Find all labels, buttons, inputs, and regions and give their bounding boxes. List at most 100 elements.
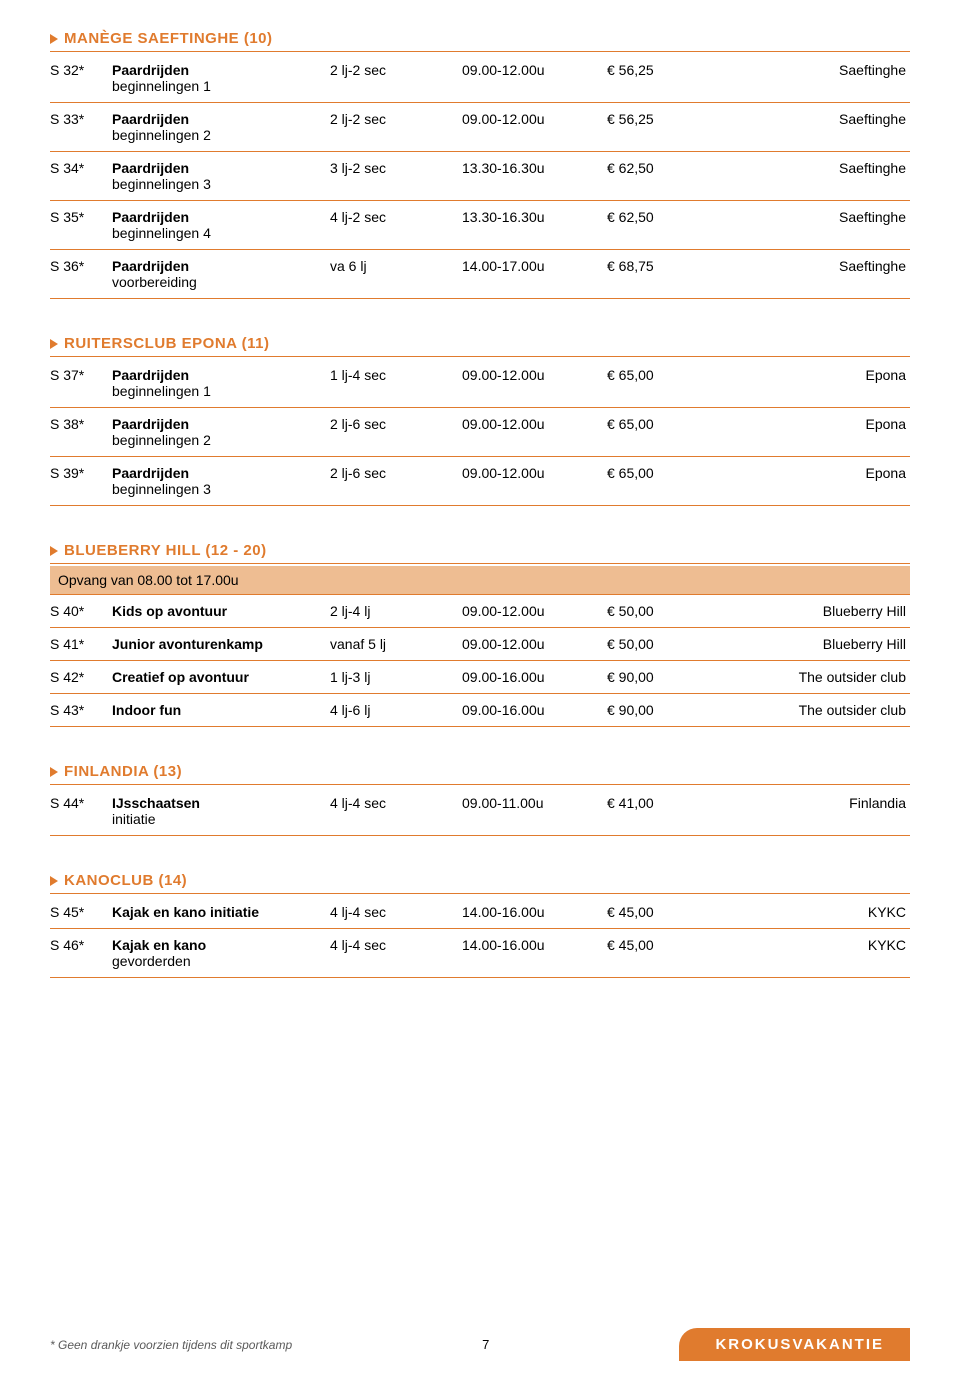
row-location: Saeftinghe xyxy=(692,103,910,152)
row-age: 4 lj-4 sec xyxy=(330,929,462,978)
activity-sub: beginnelingen 1 xyxy=(112,383,326,399)
table-row: S 40*Kids op avontuur2 lj-4 lj09.00-12.0… xyxy=(50,595,910,628)
row-age: 2 lj-2 sec xyxy=(330,103,462,152)
table-row: S 32*Paardrijdenbeginnelingen 12 lj-2 se… xyxy=(50,54,910,103)
schedule-table: S 40*Kids op avontuur2 lj-4 lj09.00-12.0… xyxy=(50,595,910,727)
section-title: FINLANDIA (13) xyxy=(64,763,182,780)
row-price: € 56,25 xyxy=(607,54,692,103)
activity-sub: initiatie xyxy=(112,811,326,827)
triangle-icon xyxy=(50,767,58,777)
table-row: S 44*IJsschaatseninitiatie4 lj-4 sec09.0… xyxy=(50,787,910,836)
table-row: S 34*Paardrijdenbeginnelingen 33 lj-2 se… xyxy=(50,152,910,201)
activity-sub: beginnelingen 2 xyxy=(112,127,326,143)
row-time: 13.30-16.30u xyxy=(462,201,607,250)
row-location: Saeftinghe xyxy=(692,152,910,201)
row-location: Blueberry Hill xyxy=(692,628,910,661)
row-activity: Paardrijdenvoorbereiding xyxy=(112,250,330,299)
row-code: S 34* xyxy=(50,152,112,201)
row-age: 2 lj-2 sec xyxy=(330,54,462,103)
row-code: S 46* xyxy=(50,929,112,978)
row-price: € 45,00 xyxy=(607,929,692,978)
section-title: MANÈGE SAEFTINGHE (10) xyxy=(64,30,273,47)
row-activity: Paardrijdenbeginnelingen 1 xyxy=(112,359,330,408)
row-age: 3 lj-2 sec xyxy=(330,152,462,201)
row-time: 09.00-12.00u xyxy=(462,457,607,506)
sections-container: MANÈGE SAEFTINGHE (10) S 32*Paardrijdenbe… xyxy=(50,30,910,978)
row-price: € 62,50 xyxy=(607,152,692,201)
row-time: 14.00-17.00u xyxy=(462,250,607,299)
row-age: 1 lj-3 lj xyxy=(330,661,462,694)
row-price: € 90,00 xyxy=(607,694,692,727)
row-time: 09.00-11.00u xyxy=(462,787,607,836)
section-header: MANÈGE SAEFTINGHE (10) xyxy=(50,30,910,52)
row-time: 09.00-12.00u xyxy=(462,408,607,457)
activity-name: Paardrijden xyxy=(112,367,326,383)
schedule-table: S 37*Paardrijdenbeginnelingen 11 lj-4 se… xyxy=(50,359,910,506)
row-price: € 65,00 xyxy=(607,408,692,457)
table-row: S 39*Paardrijdenbeginnelingen 32 lj-6 se… xyxy=(50,457,910,506)
row-activity: IJsschaatseninitiatie xyxy=(112,787,330,836)
row-price: € 50,00 xyxy=(607,595,692,628)
table-row: S 37*Paardrijdenbeginnelingen 11 lj-4 se… xyxy=(50,359,910,408)
row-code: S 42* xyxy=(50,661,112,694)
row-code: S 33* xyxy=(50,103,112,152)
table-row: S 46*Kajak en kanogevorderden4 lj-4 sec1… xyxy=(50,929,910,978)
row-age: 4 lj-4 sec xyxy=(330,896,462,929)
schedule-section: MANÈGE SAEFTINGHE (10) S 32*Paardrijdenbe… xyxy=(50,30,910,299)
row-age: 4 lj-2 sec xyxy=(330,201,462,250)
row-location: Saeftinghe xyxy=(692,250,910,299)
row-price: € 65,00 xyxy=(607,457,692,506)
section-title: BLUEBERRY HILL (12 - 20) xyxy=(64,542,267,559)
row-activity: Indoor fun xyxy=(112,694,330,727)
schedule-section: BLUEBERRY HILL (12 - 20)Opvang van 08.00… xyxy=(50,542,910,727)
activity-sub: beginnelingen 1 xyxy=(112,78,326,94)
row-location: Epona xyxy=(692,457,910,506)
row-code: S 45* xyxy=(50,896,112,929)
section-header: BLUEBERRY HILL (12 - 20) xyxy=(50,542,910,564)
activity-name: IJsschaatsen xyxy=(112,795,326,811)
activity-sub: beginnelingen 4 xyxy=(112,225,326,241)
row-activity: Kids op avontuur xyxy=(112,595,330,628)
table-row: S 36*Paardrijdenvoorbereidingva 6 lj14.0… xyxy=(50,250,910,299)
row-price: € 68,75 xyxy=(607,250,692,299)
section-header: FINLANDIA (13) xyxy=(50,763,910,785)
row-activity: Paardrijdenbeginnelingen 3 xyxy=(112,152,330,201)
row-age: 2 lj-6 sec xyxy=(330,457,462,506)
row-activity: Creatief op avontuur xyxy=(112,661,330,694)
row-price: € 65,00 xyxy=(607,359,692,408)
row-code: S 39* xyxy=(50,457,112,506)
row-price: € 45,00 xyxy=(607,896,692,929)
schedule-table: S 32*Paardrijdenbeginnelingen 12 lj-2 se… xyxy=(50,54,910,299)
row-time: 13.30-16.30u xyxy=(462,152,607,201)
activity-name: Paardrijden xyxy=(112,465,326,481)
activity-name: Kajak en kano xyxy=(112,937,326,953)
activity-name: Paardrijden xyxy=(112,258,326,274)
activity-sub: voorbereiding xyxy=(112,274,326,290)
row-time: 09.00-16.00u xyxy=(462,694,607,727)
table-row: S 45*Kajak en kano initiatie4 lj-4 sec14… xyxy=(50,896,910,929)
row-location: Saeftinghe xyxy=(692,54,910,103)
row-activity: Paardrijdenbeginnelingen 4 xyxy=(112,201,330,250)
row-time: 14.00-16.00u xyxy=(462,929,607,978)
activity-name: Kajak en kano initiatie xyxy=(112,904,326,920)
triangle-icon xyxy=(50,339,58,349)
row-code: S 40* xyxy=(50,595,112,628)
schedule-table: S 45*Kajak en kano initiatie4 lj-4 sec14… xyxy=(50,896,910,978)
section-title: KANOCLUB (14) xyxy=(64,872,187,889)
activity-name: Paardrijden xyxy=(112,160,326,176)
triangle-icon xyxy=(50,876,58,886)
triangle-icon xyxy=(50,34,58,44)
activity-sub: beginnelingen 3 xyxy=(112,481,326,497)
activity-name: Paardrijden xyxy=(112,209,326,225)
activity-name: Paardrijden xyxy=(112,416,326,432)
row-code: S 38* xyxy=(50,408,112,457)
section-header: KANOCLUB (14) xyxy=(50,872,910,894)
row-location: KYKC xyxy=(692,896,910,929)
row-activity: Paardrijdenbeginnelingen 3 xyxy=(112,457,330,506)
page-footer: * Geen drankje voorzien tijdens dit spor… xyxy=(50,1328,910,1361)
row-time: 09.00-12.00u xyxy=(462,628,607,661)
row-location: KYKC xyxy=(692,929,910,978)
row-activity: Junior avonturenkamp xyxy=(112,628,330,661)
row-activity: Kajak en kanogevorderden xyxy=(112,929,330,978)
row-location: Epona xyxy=(692,408,910,457)
